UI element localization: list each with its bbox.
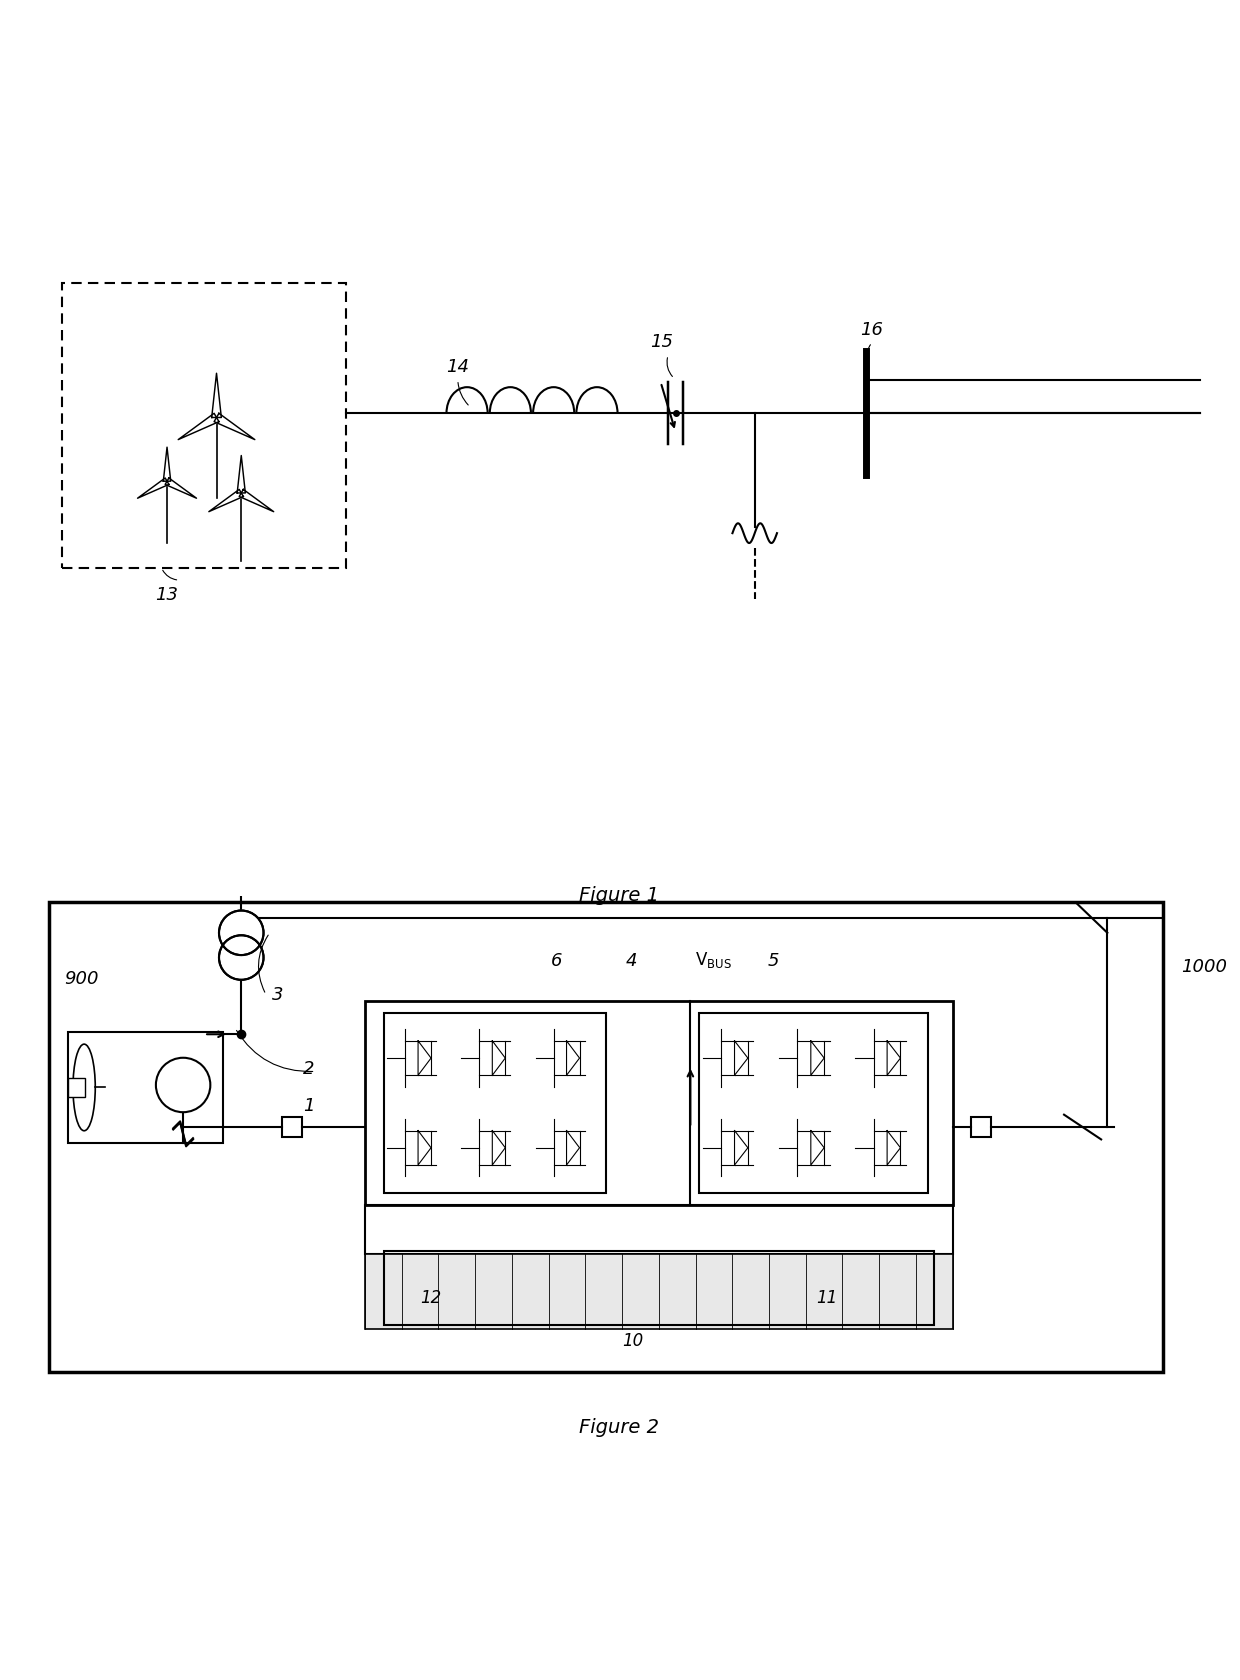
Bar [365,1001,952,1205]
Polygon shape [239,489,274,512]
Text: 4: 4 [625,953,637,969]
Circle shape [238,491,244,496]
Text: 15: 15 [651,333,673,351]
Text: Figure 2: Figure 2 [579,1418,658,1436]
Text: V$_{\mathrm{BUS}}$: V$_{\mathrm{BUS}}$ [696,949,732,969]
Text: 2: 2 [303,1060,315,1079]
Text: 10: 10 [622,1332,644,1351]
Text: 11: 11 [817,1289,838,1307]
Circle shape [156,1058,211,1112]
Text: 5: 5 [768,953,779,969]
Text: Figure 1: Figure 1 [579,885,658,906]
Bar [365,1255,952,1329]
Polygon shape [165,479,196,499]
Text: 16: 16 [859,321,883,339]
Circle shape [165,479,170,484]
Polygon shape [164,447,171,480]
Circle shape [219,911,264,954]
Polygon shape [208,489,243,512]
Circle shape [219,936,264,979]
Bar [50,902,1163,1373]
Text: 12: 12 [420,1289,441,1307]
Bar [62,284,346,568]
Text: 3: 3 [273,986,284,1003]
Bar [383,1252,934,1326]
Text: 13: 13 [155,586,179,605]
Bar [68,1077,86,1097]
Circle shape [213,415,219,420]
Text: 1: 1 [303,1097,315,1116]
Bar [365,1255,952,1329]
Bar [68,1032,223,1142]
Bar [365,1205,952,1255]
Text: 14: 14 [446,358,469,376]
Bar [383,1013,606,1193]
Bar [971,1117,991,1137]
Polygon shape [138,479,169,499]
Text: 900: 900 [64,969,99,988]
Polygon shape [215,413,255,440]
Text: 6: 6 [551,953,563,969]
Polygon shape [212,373,222,418]
Bar [281,1117,301,1137]
Text: 1000: 1000 [1182,958,1228,976]
Polygon shape [237,455,246,492]
Polygon shape [179,413,219,440]
Bar [699,1013,928,1193]
